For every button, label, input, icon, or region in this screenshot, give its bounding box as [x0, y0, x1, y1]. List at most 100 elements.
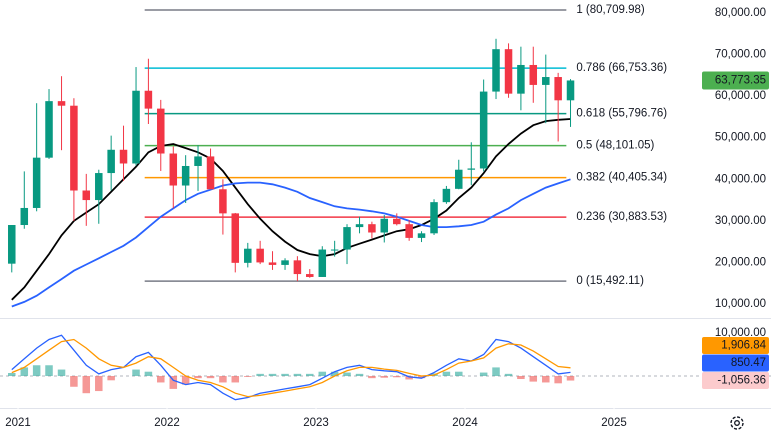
macd-histogram-bar	[82, 376, 91, 394]
candle-body	[504, 49, 513, 94]
macd-histogram-bar	[194, 376, 202, 379]
macd-histogram-bar	[517, 376, 525, 380]
candle-body	[206, 156, 215, 190]
macd-histogram-bar	[368, 376, 376, 379]
candle-body	[405, 224, 413, 238]
candle-body	[417, 233, 426, 238]
fib-label: 1 (80,709.98)	[576, 4, 645, 16]
candle-body	[566, 80, 575, 101]
candle-body	[107, 149, 115, 174]
candle-body	[529, 64, 538, 85]
macd-histogram-bar	[442, 371, 451, 377]
y-tick-label: 10,000.00	[715, 298, 766, 310]
candle-body	[8, 225, 16, 264]
candle-body	[132, 90, 140, 164]
macd-badge	[702, 372, 769, 390]
fib-label: 0.618 (55,796.76)	[576, 108, 667, 120]
candle-body	[554, 77, 562, 101]
macd-histogram-bar	[393, 376, 401, 378]
macd-histogram-bar	[380, 376, 389, 378]
candle-body	[45, 101, 53, 158]
candle-body	[380, 218, 389, 233]
x-tick-label: 2024	[452, 417, 478, 429]
moving-average	[11, 118, 571, 301]
settings-button[interactable]	[730, 416, 744, 430]
macd-histogram-bar	[144, 371, 153, 377]
candle-body	[144, 90, 153, 109]
macd-histogram-bar	[504, 373, 513, 377]
candle-body	[181, 165, 190, 186]
price-badge	[702, 71, 769, 90]
candle-body	[368, 224, 376, 233]
candle-body	[293, 260, 302, 275]
macd-histogram-bar	[95, 376, 103, 392]
candle-body	[268, 262, 277, 265]
macd-histogram-bar	[70, 376, 78, 387]
candle-body	[157, 108, 165, 154]
candle-body	[119, 149, 128, 164]
macd-histogram-bar	[32, 365, 41, 377]
macd-histogram-bar	[542, 376, 550, 383]
price-badge-label: 63,773.35	[715, 74, 766, 86]
y-tick-label: 30,000.00	[715, 215, 766, 227]
candle-body	[32, 157, 41, 208]
macd-histogram-bar	[57, 369, 66, 377]
macd-histogram-bar	[244, 376, 252, 377]
candle-body	[244, 248, 252, 263]
fib-label: 0.382 (40,405.34)	[576, 172, 667, 184]
candle-body	[467, 168, 476, 170]
macd-histogram-bar	[281, 373, 289, 377]
candle-body	[517, 64, 525, 94]
macd-badge-label: -1,056.36	[717, 375, 766, 387]
macd-badge	[702, 354, 769, 372]
candle-body	[455, 169, 463, 189]
y-tick-label: 60,000.00	[715, 90, 766, 102]
macd-badge	[702, 337, 769, 355]
macd-histogram-bar	[231, 376, 240, 383]
macd-histogram-bar	[566, 376, 575, 381]
y-tick-label: 20,000.00	[715, 256, 766, 268]
y-tick-label: 80,000.00	[715, 7, 766, 19]
candle-body	[330, 249, 339, 251]
candle-body	[219, 189, 227, 214]
fib-label: 0.5 (48,101.05)	[576, 140, 654, 152]
macd-y-tick-label: 10,000.00	[715, 327, 766, 339]
x-tick-label: 2023	[303, 417, 329, 429]
candle-body	[82, 190, 91, 201]
candle-body	[231, 213, 240, 263]
macd-histogram-bar	[45, 365, 53, 377]
macd-histogram-bar	[529, 376, 538, 382]
fib-label: 0.236 (30,883.53)	[576, 211, 667, 223]
macd-histogram-bar	[132, 369, 140, 377]
macd-histogram-bar	[256, 373, 264, 377]
macd-histogram-bar	[330, 371, 339, 377]
candle-body	[169, 153, 178, 186]
macd-histogram-bar	[169, 376, 178, 389]
signal-line	[11, 338, 571, 398]
macd-histogram-bar	[20, 367, 29, 377]
macd-histogram-bar	[343, 372, 351, 377]
macd-badge-label: 850.47	[731, 357, 766, 369]
candle-body	[492, 49, 500, 92]
macd-histogram-bar	[206, 376, 215, 379]
macd-histogram-bar	[492, 367, 500, 377]
macd-histogram-bar	[293, 373, 302, 377]
macd-histogram-bar	[554, 376, 562, 384]
candle-body	[281, 260, 289, 265]
candle-body	[20, 207, 29, 226]
macd-histogram-bar	[405, 376, 413, 380]
macd-histogram-bar	[157, 376, 165, 383]
macd-histogram-bar	[417, 376, 426, 379]
fib-label: 0 (15,492.11)	[576, 275, 644, 287]
fib-label: 0.786 (66,753.36)	[576, 62, 667, 74]
candle-body	[194, 156, 202, 166]
macd-histogram-bar	[107, 376, 115, 381]
macd-histogram-bar	[181, 376, 190, 385]
candle-body	[343, 227, 351, 250]
x-tick-label: 2021	[5, 417, 31, 429]
x-tick-label: 2022	[154, 417, 180, 429]
macd-histogram-bar	[268, 373, 277, 377]
candle-body	[57, 101, 66, 106]
macd-histogram-bar	[8, 372, 16, 377]
